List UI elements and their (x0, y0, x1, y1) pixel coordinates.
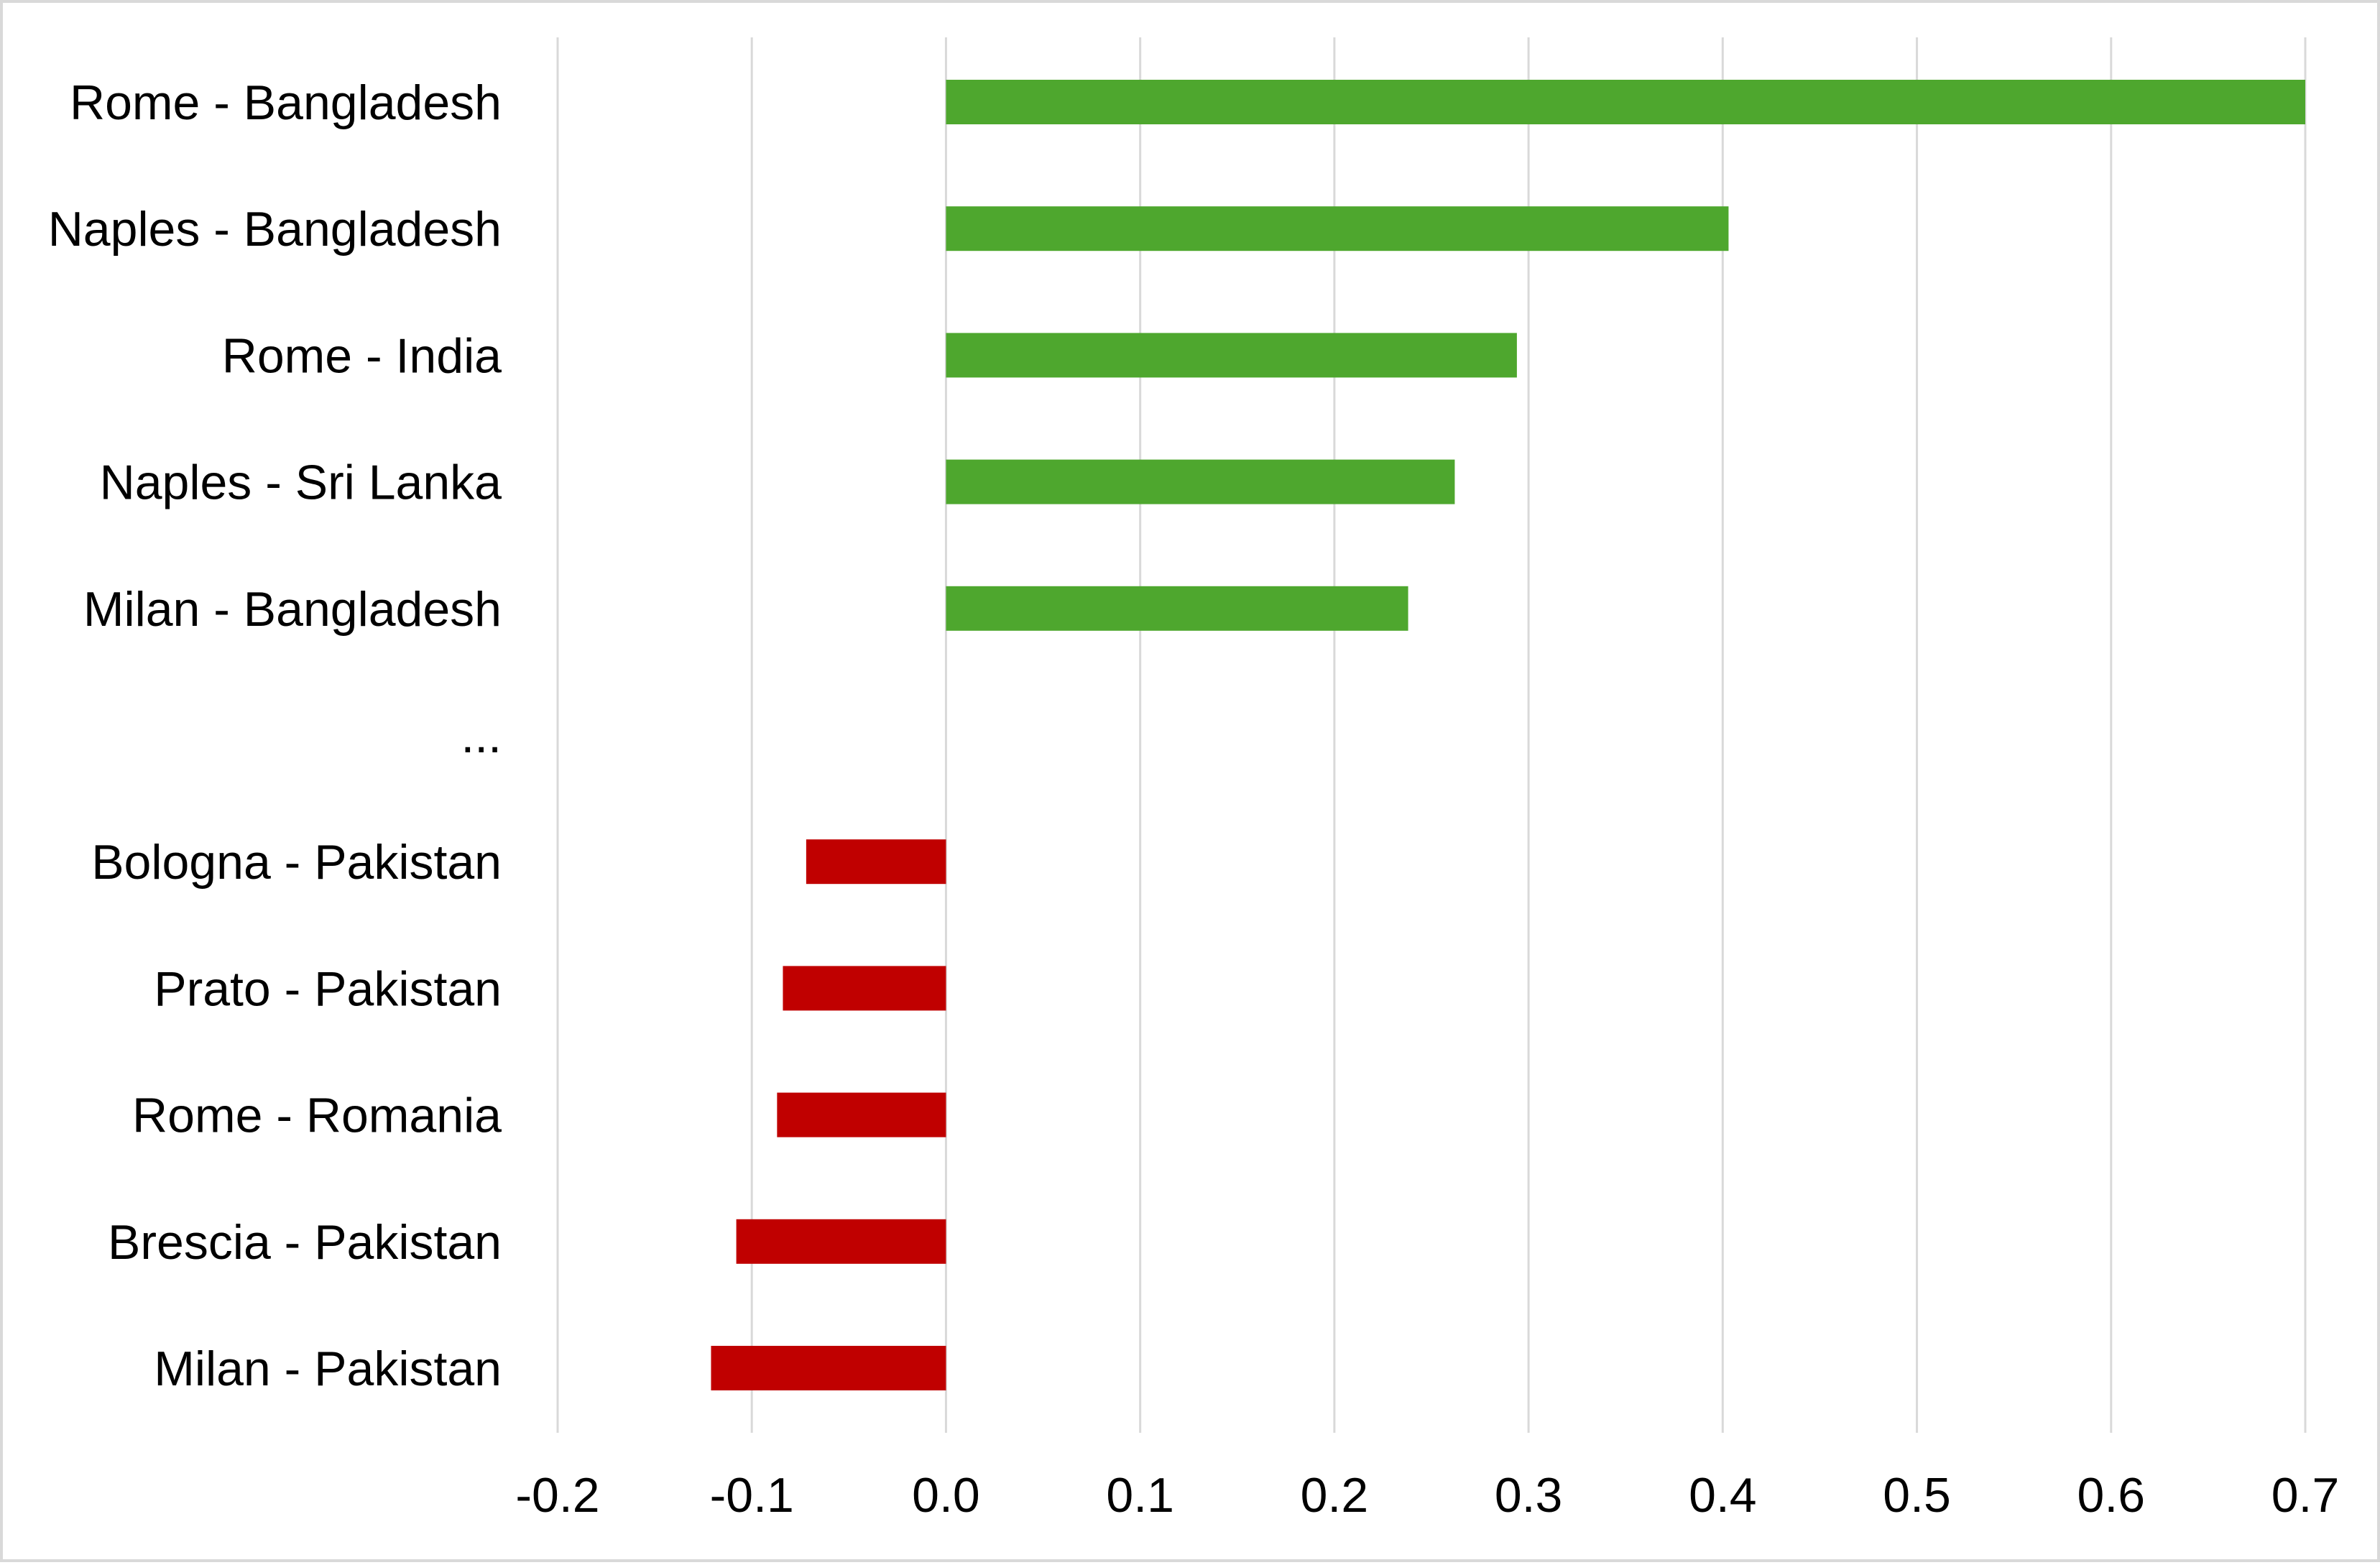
x-tick-label-7: 0.5 (1883, 1468, 1951, 1523)
x-tick-label-6: 0.4 (1689, 1468, 1757, 1523)
category-label-3: Naples - Sri Lanka (100, 456, 502, 510)
x-tick-label-8: 0.6 (2077, 1468, 2146, 1523)
category-label-10: Milan - Pakistan (154, 1342, 502, 1396)
gridlines (556, 37, 2307, 1433)
category-label-0: Rome - Bangladesh (70, 75, 502, 130)
bar-4 (946, 586, 1408, 631)
bar-7 (783, 966, 946, 1011)
bar-8 (777, 1092, 946, 1137)
bar-3 (946, 459, 1455, 504)
bars (711, 80, 2305, 1390)
x-tick-label-4: 0.2 (1301, 1468, 1369, 1523)
category-label-4: Milan - Bangladesh (83, 582, 502, 637)
category-label-7: Prato - Pakistan (154, 961, 502, 1016)
bar-chart: Rome - Bangladesh Naples - Bangladesh Rome… (48, 37, 2339, 1523)
x-tick-label-1: -0.1 (710, 1468, 794, 1523)
category-label-1: Naples - Bangladesh (48, 202, 502, 257)
bar-0 (946, 80, 2305, 124)
x-tick-label-3: 0.1 (1106, 1468, 1174, 1523)
bar-6 (806, 839, 946, 885)
category-label-9: Brescia - Pakistan (108, 1215, 502, 1270)
x-axis-tick-labels: -0.2 -0.1 0.0 0.1 0.2 0.3 0.4 0.5 0.6 0.7 (515, 1468, 2339, 1523)
x-tick-label-5: 0.3 (1495, 1468, 1563, 1523)
category-label-8: Rome - Romania (132, 1089, 502, 1143)
category-labels: Rome - Bangladesh Naples - Bangladesh Rome… (48, 75, 502, 1396)
x-tick-label-2: 0.0 (912, 1468, 980, 1523)
x-tick-label-9: 0.7 (2271, 1468, 2340, 1523)
bar-2 (946, 333, 1517, 378)
category-label-6: Bologna - Pakistan (91, 835, 502, 890)
category-gap-label: ... (461, 708, 502, 763)
bar-1 (946, 206, 1729, 251)
bar-10 (711, 1346, 946, 1390)
category-label-2: Rome - India (222, 328, 502, 383)
x-tick-label-0: -0.2 (515, 1468, 599, 1523)
bar-9 (736, 1219, 946, 1264)
